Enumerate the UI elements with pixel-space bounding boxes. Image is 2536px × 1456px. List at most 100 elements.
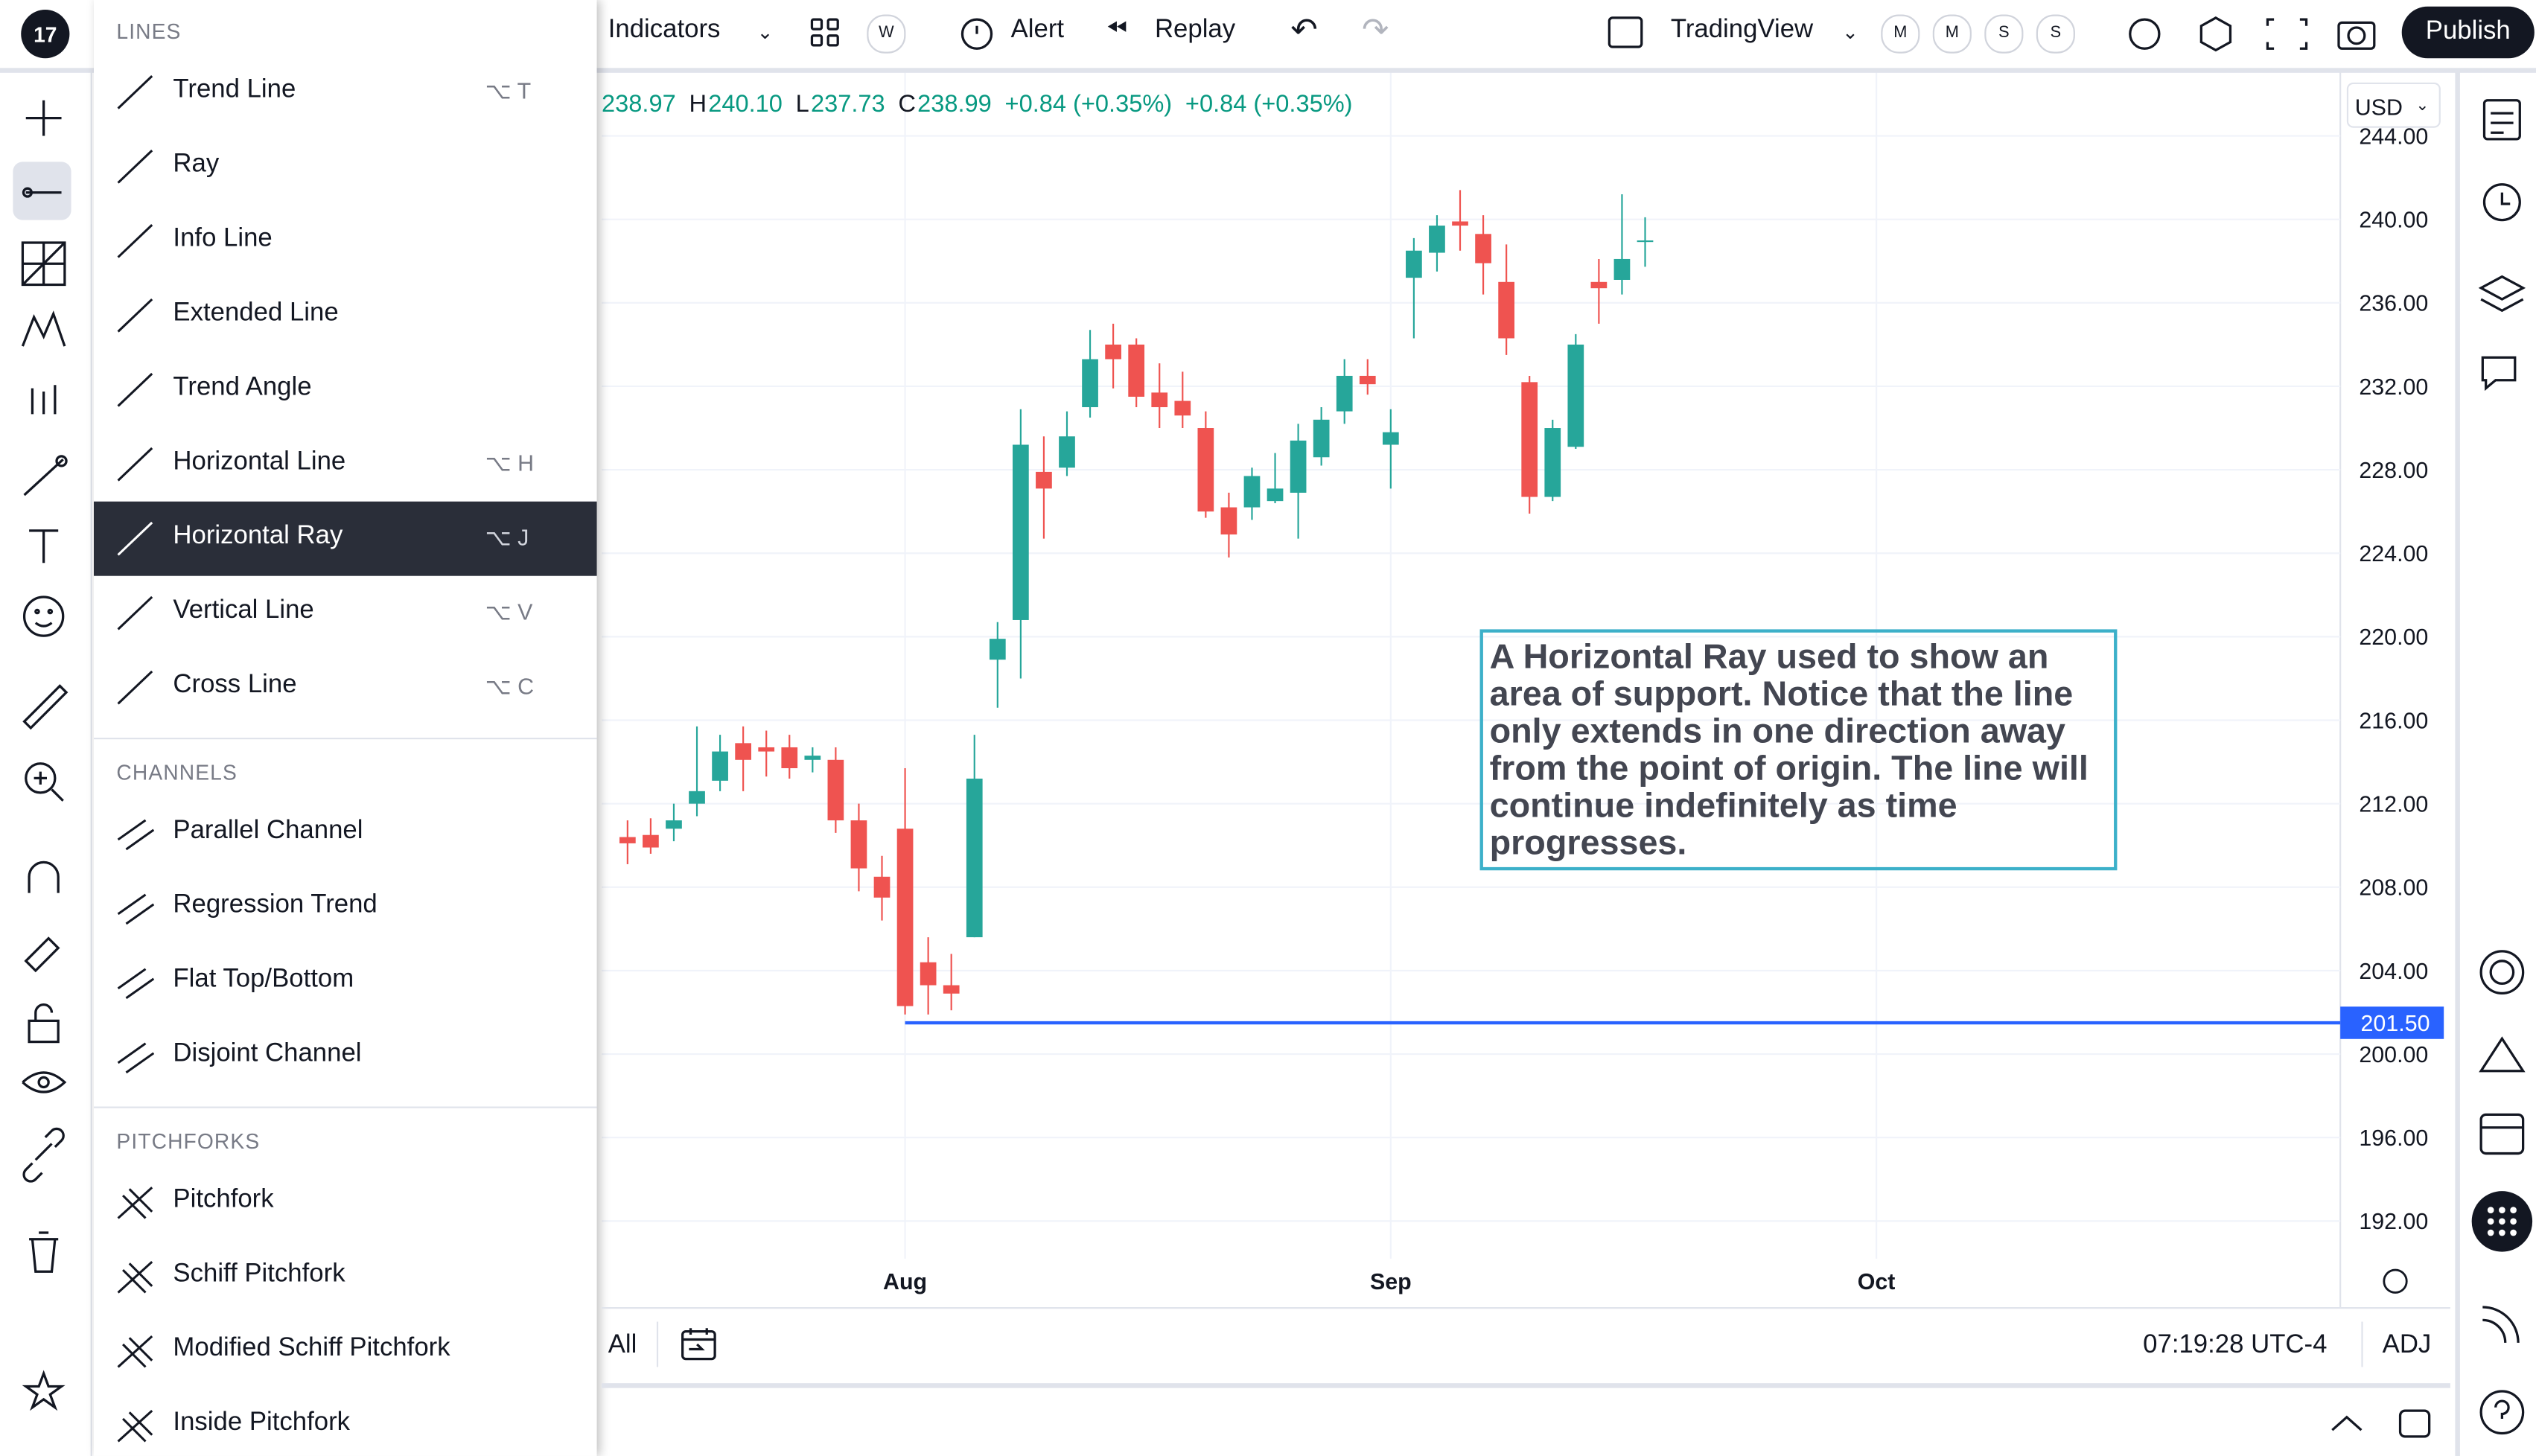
- tool-icon: [117, 670, 153, 705]
- undo[interactable]: ↶: [1290, 13, 1318, 49]
- candle-body: [827, 759, 844, 821]
- layout-name[interactable]: TradingView: [1670, 16, 1814, 44]
- panel-controls[interactable]: [2326, 1401, 2439, 1443]
- candle-body: [1452, 221, 1468, 226]
- menu-item[interactable]: Info Line: [94, 204, 597, 278]
- menu-item[interactable]: Disjoint Channel: [94, 1019, 597, 1093]
- y-tick-label: 244.00: [2359, 124, 2428, 149]
- right-icons[interactable]: [2460, 71, 2536, 1456]
- menu-item[interactable]: Horizontal Ray ⌥ J: [93, 501, 597, 576]
- replay-button[interactable]: Replay: [1154, 16, 1236, 44]
- item-shortcut: ⌥ C: [485, 673, 535, 699]
- icon-path: [117, 75, 153, 109]
- candle-body: [850, 820, 867, 869]
- toolbar-icons[interactable]: [2129, 13, 2452, 55]
- x-tick-label: Oct: [1858, 1269, 1896, 1294]
- icon-path: [117, 819, 155, 851]
- candle-body: [758, 747, 775, 752]
- range-button[interactable]: All: [608, 1331, 637, 1359]
- dropdown[interactable]: ⌄: [1842, 21, 1858, 44]
- change: +0.84 (+0.35%): [1185, 90, 1353, 118]
- user-pill[interactable]: M: [1881, 14, 1920, 54]
- indicators-button[interactable]: Indicators: [608, 16, 721, 44]
- candle-body: [1359, 375, 1376, 385]
- item-label: Trend Line: [173, 76, 296, 104]
- currency-button[interactable]: USD ⌄: [2346, 82, 2441, 128]
- alert-button[interactable]: Alert: [1010, 16, 1065, 44]
- logo[interactable]: 17: [19, 8, 71, 60]
- item-label: Extended Line: [173, 299, 339, 328]
- user-pill[interactable]: S: [2036, 14, 2075, 54]
- user-pill[interactable]: M: [1932, 14, 1972, 54]
- item-label: Horizontal Line: [173, 448, 346, 476]
- candle-body: [619, 837, 636, 843]
- item-label: Schiff Pitchfork: [173, 1260, 345, 1288]
- menu-item[interactable]: Trend Angle: [94, 353, 597, 427]
- icon-path: [117, 521, 153, 556]
- candle-body: [689, 791, 705, 804]
- ray-price-tag: [2340, 1006, 2444, 1039]
- candle-body: [1590, 281, 1608, 289]
- icon-path: [117, 372, 153, 407]
- item-shortcut: ⌥ H: [485, 450, 535, 476]
- candle-body: [1105, 344, 1121, 360]
- drawing-tools[interactable]: [0, 71, 91, 1456]
- templates-icon[interactable]: [809, 16, 841, 48]
- section-title: CHANNELS: [116, 760, 238, 785]
- y-tick-label: 216.00: [2359, 708, 2428, 733]
- candle-body: [1036, 471, 1052, 489]
- redo[interactable]: ↷: [1361, 13, 1389, 49]
- item-label: Ray: [173, 150, 220, 179]
- separator: [93, 738, 597, 740]
- interval-button[interactable]: W: [867, 14, 906, 54]
- icon-path: [117, 670, 153, 705]
- menu-item[interactable]: Horizontal Line ⌥ H: [94, 427, 597, 502]
- tool-icon: [117, 521, 153, 556]
- menu-item[interactable]: Regression Trend: [94, 870, 597, 945]
- menu-item[interactable]: Trend Line ⌥ T: [94, 55, 597, 130]
- item-label: Trend Angle: [173, 374, 312, 401]
- item-label: Disjoint Channel: [173, 1040, 362, 1068]
- item-label: Flat Top/Bottom: [173, 965, 354, 994]
- tool-icon: [117, 1409, 153, 1443]
- tool-icon: [117, 893, 155, 925]
- clock[interactable]: 07:19:28 UTC-4: [2143, 1331, 2328, 1359]
- candle-body: [1220, 507, 1237, 535]
- tool-icon: [117, 1042, 155, 1074]
- replay-icon[interactable]: ⏪︎: [1106, 16, 1127, 44]
- icon-path: [117, 1187, 153, 1219]
- menu-item[interactable]: Extended Line: [94, 278, 597, 353]
- menu-item[interactable]: Vertical Line ⌥ V: [94, 576, 597, 651]
- icon-path: [117, 968, 155, 1000]
- publish-button[interactable]: Publish: [2401, 6, 2535, 59]
- low-value: 237.73: [810, 90, 885, 118]
- annotation[interactable]: A Horizontal Ray used to show an area of…: [1479, 629, 2118, 871]
- y-tick-label: 224.00: [2359, 541, 2428, 566]
- menu-item[interactable]: Ray: [94, 130, 597, 204]
- item-label: Cross Line: [173, 671, 297, 699]
- adj-button[interactable]: ADJ: [2382, 1331, 2432, 1359]
- menu-item[interactable]: Inside Pitchfork: [94, 1388, 597, 1456]
- ray-price-label: 201.50: [2361, 1011, 2430, 1036]
- menu-item[interactable]: Parallel Channel: [94, 796, 597, 870]
- close-key: C: [898, 90, 916, 118]
- icon-path: [117, 223, 153, 258]
- y-tick-label: 208.00: [2359, 875, 2428, 901]
- alert-icon[interactable]: [958, 13, 996, 51]
- menu-item[interactable]: Flat Top/Bottom: [94, 945, 597, 1019]
- menu-item[interactable]: Schiff Pitchfork: [94, 1239, 597, 1314]
- tool-icon: [117, 223, 153, 258]
- menu-item[interactable]: Modified Schiff Pitchfork: [94, 1314, 597, 1388]
- layout-icon[interactable]: [1608, 16, 1643, 52]
- menu-item[interactable]: Pitchfork: [94, 1165, 597, 1239]
- tool-icon: [117, 150, 153, 184]
- goto-date[interactable]: [679, 1325, 718, 1364]
- user-pill[interactable]: S: [1984, 14, 2024, 54]
- tool-icon: [117, 298, 153, 333]
- icon-path: [117, 1042, 155, 1074]
- dropdown[interactable]: ⌄: [756, 21, 774, 44]
- item-label: Vertical Line: [173, 596, 314, 625]
- tool-icon: [117, 372, 153, 407]
- candle-body: [1498, 281, 1514, 339]
- menu-item[interactable]: Cross Line ⌥ C: [94, 651, 597, 725]
